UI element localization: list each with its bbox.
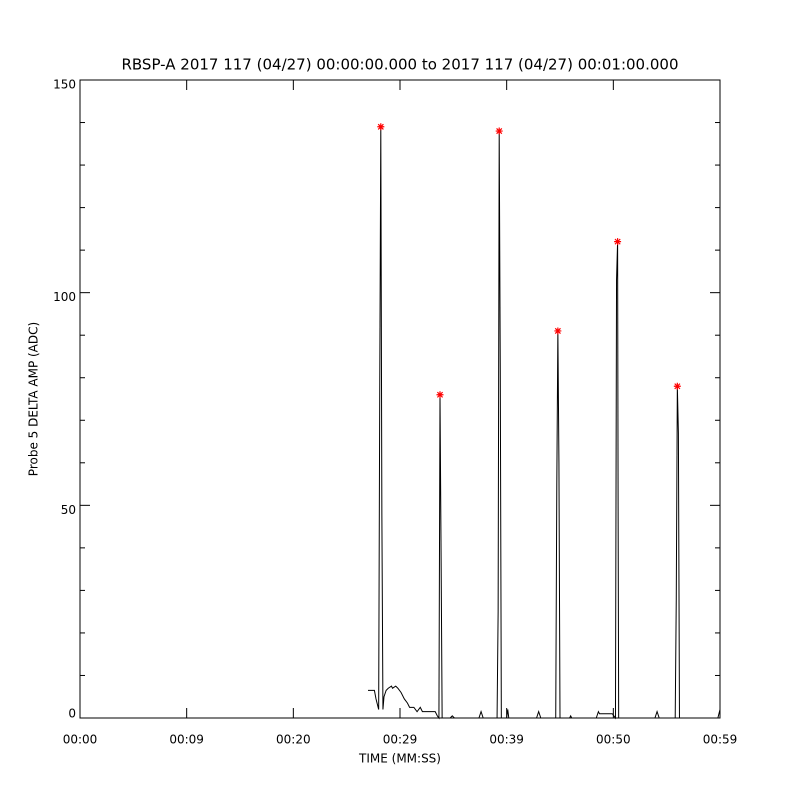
y-axis-label: Probe 5 DELTA AMP (ADC) — [27, 322, 41, 476]
plot-frame — [79, 79, 721, 719]
x-axis-label: TIME (MM:SS) — [358, 752, 441, 766]
y-tick-label: 0 — [68, 707, 76, 721]
y-tick-label: 150 — [53, 78, 76, 92]
x-tick-label: 00:29 — [383, 733, 418, 747]
peak-marker — [554, 327, 562, 335]
x-tick-label: 00:09 — [169, 733, 204, 747]
peak-marker — [495, 127, 503, 135]
y-tick-label: 50 — [61, 503, 76, 517]
peak-marker — [614, 238, 622, 246]
x-tick-label: 00:39 — [489, 733, 524, 747]
x-tick-label: 00:59 — [703, 733, 738, 747]
peak-marker — [377, 123, 385, 131]
peak-marker — [436, 391, 444, 399]
x-tick-label: 00:20 — [276, 733, 311, 747]
x-tick-label: 00:00 — [63, 733, 98, 747]
chart-title: RBSP-A 2017 117 (04/27) 00:00:00.000 to … — [121, 56, 678, 74]
peak-marker — [673, 382, 681, 390]
y-tick-label: 100 — [53, 290, 76, 304]
data-line — [368, 126, 721, 720]
x-tick-label: 00:50 — [596, 733, 631, 747]
